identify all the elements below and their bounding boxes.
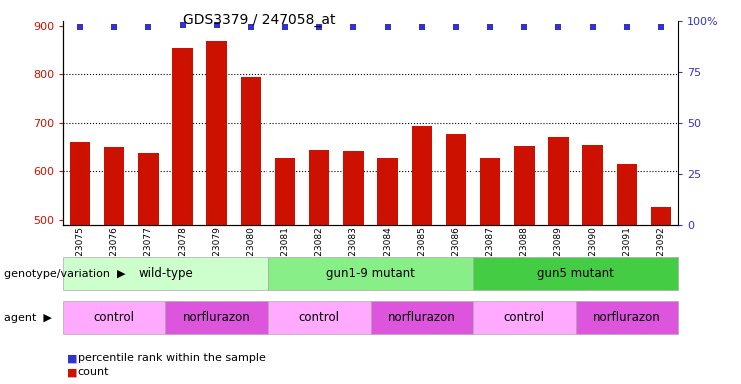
Bar <box>173 48 193 225</box>
Bar <box>275 158 296 225</box>
Text: GDS3379 / 247058_at: GDS3379 / 247058_at <box>183 13 336 27</box>
Text: ■: ■ <box>67 353 77 363</box>
Bar <box>411 126 432 225</box>
Text: gun5 mutant: gun5 mutant <box>537 267 614 280</box>
Point <box>74 24 86 30</box>
Point <box>142 24 154 30</box>
Point <box>210 22 222 28</box>
Point <box>108 24 120 30</box>
Point <box>348 24 359 30</box>
Text: norflurazon: norflurazon <box>183 311 250 324</box>
Text: agent  ▶: agent ▶ <box>4 313 52 323</box>
Point <box>245 24 257 30</box>
Bar <box>104 147 124 225</box>
Bar <box>617 164 637 225</box>
Bar <box>377 158 398 225</box>
Bar <box>207 40 227 225</box>
Text: gun1-9 mutant: gun1-9 mutant <box>326 267 415 280</box>
Bar <box>582 145 603 225</box>
Point <box>621 24 633 30</box>
Bar <box>70 142 90 225</box>
Text: norflurazon: norflurazon <box>388 311 456 324</box>
Point <box>279 24 291 30</box>
Point <box>553 24 565 30</box>
Bar <box>343 151 364 225</box>
Point <box>176 22 188 28</box>
Bar <box>138 153 159 225</box>
Point <box>450 24 462 30</box>
Text: control: control <box>504 311 545 324</box>
Bar <box>480 158 500 225</box>
Text: wild-type: wild-type <box>138 267 193 280</box>
Point <box>484 24 496 30</box>
Bar <box>514 146 534 225</box>
Point <box>518 24 530 30</box>
Point <box>655 24 667 30</box>
Bar <box>548 137 568 225</box>
Text: norflurazon: norflurazon <box>593 311 661 324</box>
Text: genotype/variation  ▶: genotype/variation ▶ <box>4 268 125 279</box>
Point <box>382 24 393 30</box>
Bar <box>241 77 261 225</box>
Point <box>416 24 428 30</box>
Bar <box>309 149 330 225</box>
Text: control: control <box>299 311 339 324</box>
Text: percentile rank within the sample: percentile rank within the sample <box>78 353 266 363</box>
Point <box>313 24 325 30</box>
Bar <box>445 134 466 225</box>
Text: ■: ■ <box>67 367 77 377</box>
Bar <box>651 207 671 225</box>
Text: count: count <box>78 367 110 377</box>
Text: control: control <box>94 311 135 324</box>
Point <box>587 24 599 30</box>
